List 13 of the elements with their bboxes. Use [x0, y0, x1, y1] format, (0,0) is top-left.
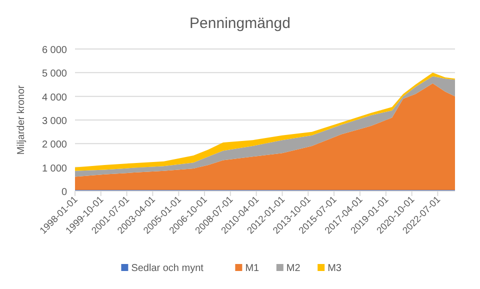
legend-label: M1: [245, 263, 260, 274]
y-tick-label: 3 000: [42, 116, 68, 127]
y-tick-label: 0: [61, 187, 68, 198]
y-tick-label: 1 000: [42, 163, 68, 174]
legend-label: M3: [328, 263, 342, 274]
chart-title: Penningmängd: [190, 15, 290, 32]
y-axis-title: Miljarder kronor: [16, 84, 27, 155]
y-tick-label: 5 000: [42, 68, 68, 80]
y-tick-label: 2 000: [42, 140, 68, 151]
legend-label: M2: [286, 263, 301, 274]
legend-label: Sedlar och mynt: [131, 263, 204, 274]
y-tick-label: 6 000: [42, 45, 68, 56]
y-tick-label: 4 000: [42, 92, 68, 104]
